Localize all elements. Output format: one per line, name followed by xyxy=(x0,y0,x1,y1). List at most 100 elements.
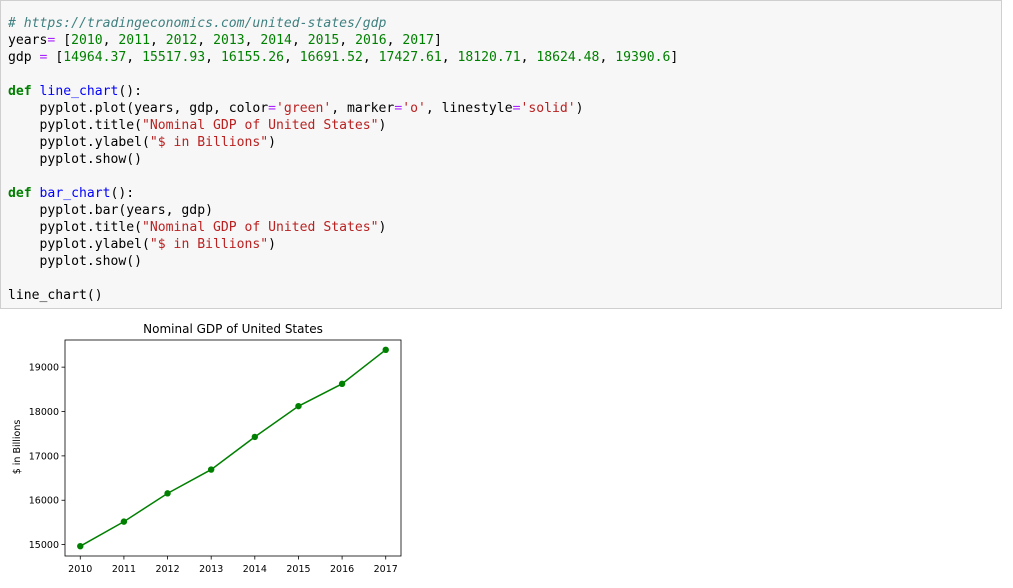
y-tick-label: 17000 xyxy=(29,451,59,462)
code-token: 2013 xyxy=(213,33,245,48)
y-tick-label: 18000 xyxy=(29,407,59,418)
data-point xyxy=(164,490,171,497)
code-token: line_chart xyxy=(39,84,119,99)
chart-title: Nominal GDP of United States xyxy=(143,322,323,336)
code-token: = xyxy=(512,101,521,116)
code-token: line_chart() xyxy=(8,288,103,303)
data-point xyxy=(251,433,259,441)
code-token: , xyxy=(386,33,403,48)
code-token: ] xyxy=(433,33,442,48)
code-token: , xyxy=(205,50,221,65)
code-line: years= [2010, 2011, 2012, 2013, 2014, 20… xyxy=(8,33,442,48)
code-token: , xyxy=(149,33,166,48)
code-line: gdp = [14964.37, 15517.93, 16155.26, 166… xyxy=(8,50,678,65)
data-point xyxy=(207,466,215,473)
code-token: def xyxy=(8,186,32,201)
data-point xyxy=(120,518,128,525)
code-editor[interactable]: # https://tradingeconomics.com/united-st… xyxy=(8,15,678,304)
x-tick-label: 2010 xyxy=(68,564,92,575)
code-token: [ xyxy=(55,33,72,48)
code-token: "$ in Billions" xyxy=(149,237,269,252)
code-line: def line_chart(): xyxy=(8,84,142,99)
code-token: , xyxy=(102,33,119,48)
code-token: pyplot.title( xyxy=(8,118,143,133)
x-tick-label: 2012 xyxy=(155,564,179,575)
code-token xyxy=(32,186,40,201)
x-tick-label: 2013 xyxy=(199,564,223,575)
x-tick-label: 2016 xyxy=(330,564,354,575)
code-token: , marker xyxy=(331,101,395,116)
code-token: pyplot.show() xyxy=(8,152,143,167)
code-token: 2011 xyxy=(118,33,150,48)
code-token: = xyxy=(47,33,56,48)
code-cell[interactable]: # https://tradingeconomics.com/united-st… xyxy=(0,0,1002,309)
code-line: pyplot.title("Nominal GDP of United Stat… xyxy=(8,220,387,235)
code-line: pyplot.title("Nominal GDP of United Stat… xyxy=(8,118,387,133)
output-area: Nominal GDP of United States $ in Billio… xyxy=(0,310,420,588)
code-token: ] xyxy=(670,50,679,65)
code-token: ) xyxy=(268,135,277,150)
code-token: , xyxy=(291,33,308,48)
code-line: pyplot.plot(years, gdp, color='green', m… xyxy=(8,101,584,116)
code-token: , xyxy=(520,50,537,65)
code-token: 16691.52 xyxy=(299,50,363,65)
y-axis-label: $ in Billions xyxy=(12,420,23,475)
x-tick-label: 2014 xyxy=(243,564,267,575)
code-token: 15517.93 xyxy=(142,50,206,65)
code-token: 2016 xyxy=(355,33,387,48)
code-token: (): xyxy=(118,84,143,99)
x-tick-label: 2011 xyxy=(112,564,136,575)
code-token: 14964.37 xyxy=(63,50,127,65)
code-token: 2014 xyxy=(260,33,292,48)
code-token: , xyxy=(599,50,616,65)
code-token: pyplot.plot(years, gdp, color xyxy=(8,101,269,116)
code-line: pyplot.show() xyxy=(8,152,142,167)
code-token: 'o' xyxy=(402,101,426,116)
data-point xyxy=(382,346,389,354)
code-line: def bar_chart(): xyxy=(8,186,134,201)
code-token: years xyxy=(8,33,48,48)
code-line: pyplot.ylabel("$ in Billions") xyxy=(8,135,277,150)
code-token: 16155.26 xyxy=(220,50,285,65)
code-token: 'solid' xyxy=(520,101,576,116)
code-token: , xyxy=(244,33,261,48)
code-token: [ xyxy=(47,50,64,65)
code-token: ) xyxy=(378,118,387,133)
code-line: line_chart() xyxy=(8,288,103,303)
code-token: , xyxy=(339,33,356,48)
code-token: 19390.6 xyxy=(615,50,671,65)
code-token: , xyxy=(284,50,300,65)
code-token: , xyxy=(126,50,143,65)
code-token: , xyxy=(362,50,379,65)
code-token: # https://tradingeconomics.com/united-st… xyxy=(8,16,387,31)
x-tick-label: 2015 xyxy=(286,564,310,575)
code-token: pyplot.show() xyxy=(8,254,143,269)
code-token: 2012 xyxy=(165,33,198,48)
code-token: "$ in Billions" xyxy=(149,135,269,150)
code-token: (): xyxy=(110,186,135,201)
code-token: ) xyxy=(378,220,387,235)
code-token: 17427.61 xyxy=(378,50,442,65)
code-token: pyplot.title( xyxy=(8,220,143,235)
code-token: = xyxy=(394,101,403,116)
code-line: pyplot.bar(years, gdp) xyxy=(8,203,213,218)
data-point xyxy=(77,542,84,550)
code-line: pyplot.show() xyxy=(8,254,142,269)
x-tick-label: 2017 xyxy=(374,564,398,575)
code-token: ) xyxy=(268,237,277,252)
code-token: = xyxy=(268,101,277,116)
code-token: , xyxy=(441,50,458,65)
code-token xyxy=(32,84,40,99)
code-token: pyplot.ylabel( xyxy=(8,135,150,150)
code-token: def xyxy=(8,84,32,99)
code-token: 2017 xyxy=(402,33,434,48)
code-token: , linestyle xyxy=(425,101,513,116)
y-tick-label: 16000 xyxy=(29,496,59,507)
code-token: , xyxy=(197,33,214,48)
y-tick-label: 15000 xyxy=(29,540,59,551)
code-token: gdp xyxy=(8,50,40,65)
series-line xyxy=(79,349,387,547)
code-token: = xyxy=(39,50,48,65)
code-token: 18624.48 xyxy=(536,50,600,65)
code-line: # https://tradingeconomics.com/united-st… xyxy=(8,16,386,31)
